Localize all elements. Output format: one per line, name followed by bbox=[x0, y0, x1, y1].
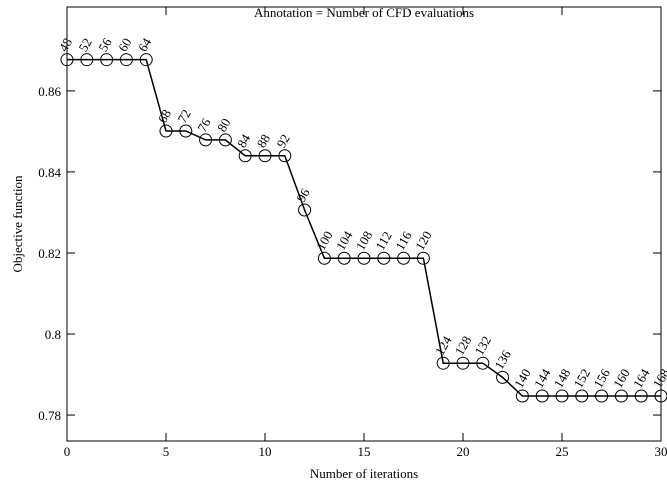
point-annotation: 52 bbox=[75, 35, 94, 54]
point-marker bbox=[377, 251, 391, 265]
point-annotation: 72 bbox=[174, 107, 193, 126]
point-annotation: 148 bbox=[551, 366, 574, 390]
point-annotation: 168 bbox=[650, 366, 667, 390]
point-annotation: 140 bbox=[511, 366, 534, 390]
x-tick-label: 10 bbox=[259, 444, 272, 459]
point-marker bbox=[218, 133, 232, 147]
x-tick-label: 20 bbox=[457, 444, 470, 459]
point-marker bbox=[575, 389, 589, 403]
point-annotation: 92 bbox=[273, 131, 292, 150]
point-marker bbox=[595, 389, 609, 403]
point-annotation: 76 bbox=[194, 115, 214, 134]
x-axis-label: Number of iterations bbox=[310, 466, 418, 481]
y-axis-label: Objective function bbox=[10, 175, 25, 273]
point-marker bbox=[60, 53, 74, 67]
point-annotation: 48 bbox=[56, 35, 75, 54]
point-annotation: 112 bbox=[372, 229, 395, 253]
point-annotation: 124 bbox=[432, 333, 455, 358]
point-annotation: 108 bbox=[353, 228, 376, 252]
point-marker bbox=[614, 389, 628, 403]
point-annotation: 64 bbox=[135, 35, 155, 54]
point-marker bbox=[238, 149, 252, 163]
point-marker bbox=[535, 389, 549, 403]
point-marker bbox=[654, 389, 667, 403]
point-marker bbox=[199, 133, 213, 147]
point-annotation: 60 bbox=[115, 35, 134, 54]
point-annotation: 160 bbox=[610, 366, 633, 390]
point-annotation: 116 bbox=[392, 228, 415, 252]
point-marker bbox=[179, 124, 193, 138]
point-marker bbox=[555, 389, 569, 403]
y-tick-label: 0.8 bbox=[45, 327, 61, 342]
x-tick-label: 5 bbox=[163, 444, 170, 459]
point-annotation: 152 bbox=[570, 366, 593, 390]
point-marker bbox=[337, 251, 351, 265]
y-tick-label: 0.78 bbox=[38, 408, 61, 423]
x-tick-label: 0 bbox=[64, 444, 71, 459]
point-annotation: 88 bbox=[254, 131, 273, 150]
y-tick-label: 0.84 bbox=[38, 165, 61, 180]
point-marker bbox=[634, 389, 648, 403]
point-marker bbox=[278, 149, 292, 163]
point-marker bbox=[436, 356, 450, 370]
point-annotation: 84 bbox=[234, 131, 254, 150]
point-marker bbox=[515, 389, 529, 403]
point-annotation: 104 bbox=[333, 228, 356, 253]
point-annotation: 80 bbox=[214, 116, 233, 135]
x-tick-label: 15 bbox=[358, 444, 371, 459]
point-annotation: 100 bbox=[313, 228, 336, 252]
point-marker bbox=[476, 356, 490, 370]
point-marker bbox=[298, 203, 312, 217]
x-tick-label: 30 bbox=[655, 444, 667, 459]
point-marker bbox=[397, 251, 411, 265]
point-annotation: 68 bbox=[155, 107, 174, 126]
point-marker bbox=[416, 251, 430, 265]
point-marker bbox=[496, 370, 510, 384]
point-marker bbox=[258, 149, 272, 163]
point-marker bbox=[456, 356, 470, 370]
point-marker bbox=[317, 251, 331, 265]
point-annotation: 128 bbox=[452, 333, 475, 357]
point-marker bbox=[357, 251, 371, 265]
y-tick-label: 0.82 bbox=[38, 246, 61, 261]
y-tick-label: 0.86 bbox=[38, 84, 61, 99]
point-marker bbox=[80, 53, 94, 67]
point-marker bbox=[139, 53, 153, 67]
point-annotation: 144 bbox=[531, 366, 554, 391]
point-annotation: 136 bbox=[491, 347, 514, 372]
point-annotation: 132 bbox=[471, 333, 494, 357]
point-annotation: 56 bbox=[95, 35, 115, 54]
point-annotation: 120 bbox=[412, 228, 435, 252]
point-annotation: 164 bbox=[630, 366, 653, 391]
point-marker bbox=[159, 124, 173, 138]
x-tick-label: 25 bbox=[556, 444, 569, 459]
point-marker bbox=[119, 53, 133, 67]
series-line bbox=[67, 58, 661, 397]
point-marker bbox=[100, 53, 114, 67]
point-annotation: 156 bbox=[590, 366, 613, 391]
